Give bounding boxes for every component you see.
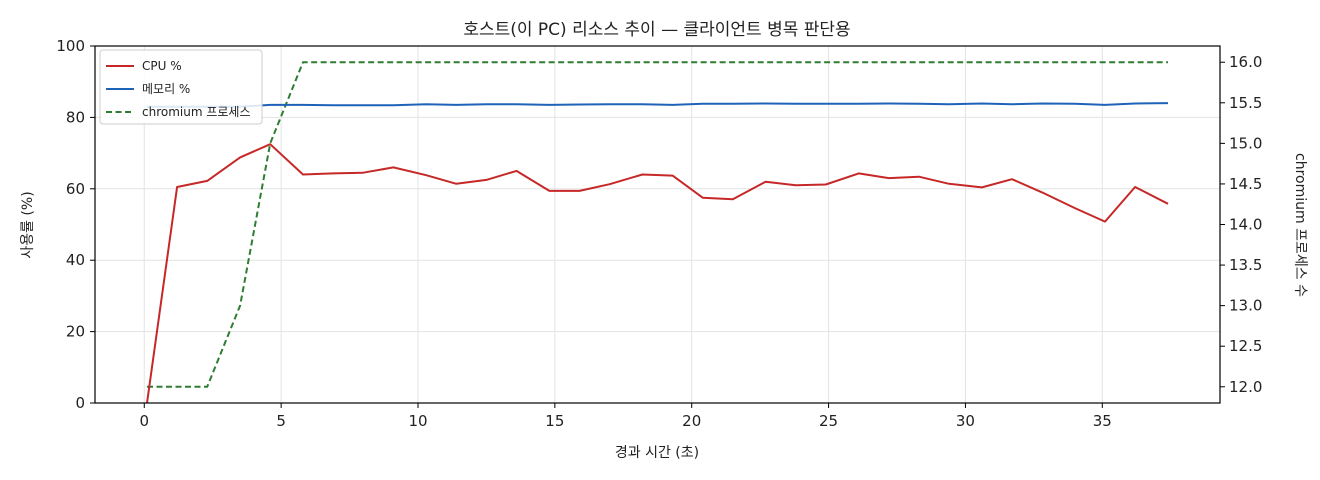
legend-label: 메모리 % (142, 82, 190, 96)
y-axis-left: 0 20 40 60 80 100 (56, 37, 95, 412)
y2-tick-label: 13.5 (1229, 256, 1262, 274)
series-line-2 (147, 61, 1168, 388)
x-tick-label: 0 (139, 412, 149, 430)
y-axis-label: 사용률 (%) (20, 191, 36, 258)
series-line-1 (147, 102, 1169, 108)
y2-tick-label: 14.5 (1229, 175, 1262, 193)
y-tick-label: 60 (66, 180, 85, 198)
legend-box (99, 49, 263, 125)
y2-axis-label: chromium 프로세스 수 (1292, 153, 1308, 297)
y-tick-label: 40 (66, 251, 85, 269)
x-tick-label: 35 (1093, 412, 1112, 430)
y2-tick-label: 14.0 (1229, 216, 1262, 234)
legend: CPU % 메모리 % chromium 프로세스 (99, 49, 263, 125)
plot-series (146, 61, 1169, 404)
x-tick-label: 10 (408, 412, 427, 430)
grid (95, 45, 1220, 404)
x-tick-label: 15 (545, 412, 564, 430)
x-tick-label: 20 (682, 412, 701, 430)
y-tick-label: 20 (66, 323, 85, 341)
y2-tick-label: 15.5 (1229, 94, 1262, 112)
x-axis-label: 경과 시간 (초) (615, 445, 699, 461)
y2-tick-label: 16.0 (1229, 53, 1262, 71)
legend-label: CPU % (142, 59, 182, 73)
y-tick-label: 0 (75, 394, 85, 412)
y-axis-right: 12.0 12.5 13.0 13.5 14.0 14.5 15.0 15.5 16.0 (1220, 53, 1262, 396)
y2-tick-label: 15.0 (1229, 134, 1262, 152)
x-tick-label: 25 (819, 412, 838, 430)
y2-tick-label: 12.5 (1229, 337, 1262, 355)
x-tick-label: 30 (956, 412, 975, 430)
x-axis: 0 5 10 15 20 25 30 35 (139, 403, 1112, 430)
y2-tick-label: 13.0 (1229, 297, 1262, 315)
y2-tick-label: 12.0 (1229, 378, 1262, 396)
y-tick-label: 80 (66, 108, 85, 126)
legend-label: chromium 프로세스 (142, 105, 251, 119)
chart-title: 호스트(이 PC) 리소스 추이 — 클라이언트 병목 판단용 (463, 20, 850, 40)
y-tick-label: 100 (56, 37, 85, 55)
series-line-0 (146, 143, 1169, 404)
plot-frame (94, 45, 1221, 404)
x-tick-label: 5 (276, 412, 286, 430)
